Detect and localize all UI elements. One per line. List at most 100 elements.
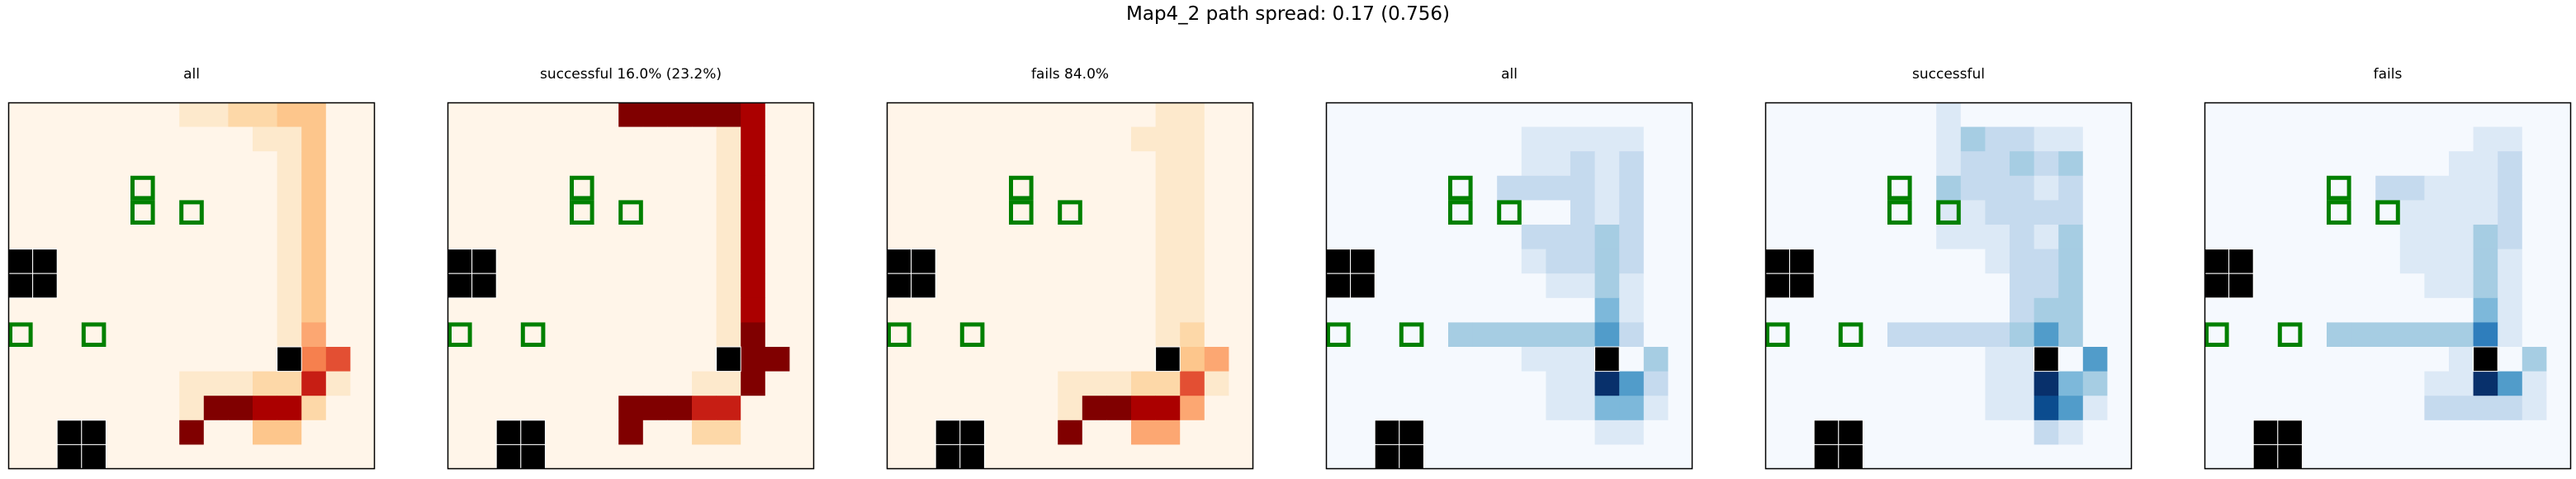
- heatmap-cell: [1155, 249, 1181, 274]
- heatmap-cell: [2034, 200, 2059, 225]
- heatmap-cell: [2449, 347, 2474, 372]
- heatmap-cell: [301, 200, 327, 225]
- heatmap-cell: [1985, 297, 2010, 323]
- heatmap-cell: [1936, 249, 1962, 274]
- heatmap-cell: [1497, 420, 1522, 445]
- heatmap-cell: [154, 297, 180, 323]
- heatmap-cell: [1521, 273, 1546, 299]
- heatmap-cell: [2449, 175, 2474, 201]
- heatmap-cell: [2424, 371, 2450, 396]
- heatmap-cell: [618, 444, 644, 470]
- heatmap-cell: [1668, 200, 1693, 225]
- heatmap-cell: [667, 371, 693, 396]
- heatmap-cell: [1399, 249, 1424, 274]
- heatmap-cell: [1106, 102, 1132, 127]
- heatmap-cell: [1180, 396, 1205, 421]
- heatmap-cell: [1863, 200, 1888, 225]
- heatmap-cell: [1863, 151, 1888, 177]
- heatmap-cell: [887, 102, 912, 127]
- goal-marker: [887, 322, 912, 347]
- heatmap-cell: [350, 371, 376, 396]
- heatmap-cell: [2473, 273, 2498, 299]
- heatmap-cell: [2204, 126, 2229, 152]
- heatmap-cell: [545, 347, 571, 372]
- heatmap-cell: [1082, 347, 1107, 372]
- heatmap-cell: [1009, 396, 1034, 421]
- heatmap-cell: [1106, 444, 1132, 470]
- heatmap-cell: [1911, 322, 1937, 348]
- heatmap-cell: [2375, 102, 2401, 127]
- heatmap-cell: [2399, 102, 2425, 127]
- heatmap-cell: [253, 225, 277, 249]
- heatmap-cell: [1131, 151, 1156, 177]
- heatmap-cell: [2082, 273, 2108, 299]
- heatmap-cell: [1643, 347, 1669, 372]
- panel-title: successful 16.0% (23.2%): [539, 66, 722, 83]
- heatmap-cell: [2107, 371, 2133, 396]
- heatmap-cell: [1204, 126, 1229, 152]
- obstacle-cell: [447, 273, 473, 299]
- heatmap-cell: [32, 102, 58, 127]
- heatmap-cell: [350, 175, 376, 201]
- heatmap-cell: [1619, 297, 1645, 323]
- heatmap-cell: [1033, 347, 1058, 372]
- heatmap-cell: [1229, 347, 1254, 372]
- heatmap-cell: [618, 175, 644, 201]
- heatmap-cell: [520, 151, 546, 177]
- heatmap-cell: [106, 273, 131, 299]
- heatmap-cell: [1960, 322, 1986, 348]
- heatmap-cell: [1326, 175, 1351, 201]
- heatmap-cell: [2498, 225, 2523, 249]
- heatmap-cell: [765, 249, 790, 274]
- heatmap-cell: [1423, 444, 1449, 470]
- heatmap-cell: [545, 322, 571, 348]
- heatmap-cell: [1765, 225, 1790, 249]
- heatmap-cell: [179, 347, 205, 372]
- heatmap-cell: [2498, 322, 2523, 348]
- heatmap-cell: [2399, 371, 2425, 396]
- heatmap-cell: [1789, 102, 1815, 127]
- heatmap-cell: [2228, 297, 2254, 323]
- heatmap-cell: [32, 420, 58, 445]
- heatmap-cell: [2204, 444, 2229, 470]
- heatmap-cell: [228, 225, 253, 249]
- heatmap-cell: [2522, 396, 2547, 421]
- heatmap-cell: [1350, 347, 1376, 372]
- heatmap-cell: [1570, 347, 1595, 372]
- heatmap-cell: [716, 444, 741, 470]
- heatmap-cell: [1204, 102, 1229, 127]
- heatmap-cell: [228, 444, 253, 470]
- obstacle-cell: [716, 346, 741, 372]
- heatmap-cell: [2204, 396, 2229, 421]
- heatmap-cell: [1106, 225, 1132, 249]
- heatmap-cell: [692, 273, 717, 299]
- heatmap-cell: [594, 371, 619, 396]
- heatmap-cell: [1546, 371, 1571, 396]
- heatmap-cell: [57, 249, 83, 274]
- heatmap-cell: [984, 175, 1010, 201]
- heatmap-cell: [1814, 249, 1840, 274]
- heatmap-cell: [984, 200, 1010, 225]
- heatmap-cell: [545, 297, 571, 323]
- heatmap-cell: [1765, 420, 1790, 445]
- heatmap-cell: [2253, 151, 2279, 177]
- heatmap-cell: [1058, 273, 1083, 299]
- heatmap-cell: [618, 273, 644, 299]
- heatmap-cell: [228, 371, 253, 396]
- heatmap-cell: [594, 420, 619, 445]
- heatmap-cell: [2375, 347, 2401, 372]
- heatmap-cell: [520, 126, 546, 152]
- heatmap-cell: [2082, 322, 2108, 348]
- heatmap-cell: [2058, 322, 2084, 348]
- obstacle-cell: [56, 443, 83, 470]
- heatmap-cell: [667, 444, 693, 470]
- heatmap-cell: [1643, 126, 1669, 152]
- heatmap-cell: [1326, 151, 1351, 177]
- heatmap-cell: [2010, 396, 2034, 421]
- obstacle-cell: [911, 273, 936, 299]
- heatmap-cell: [2327, 322, 2351, 348]
- heatmap-cell: [789, 371, 815, 396]
- heatmap-cell: [1106, 420, 1132, 445]
- heatmap-cell: [618, 249, 644, 274]
- heatmap-cell: [667, 200, 693, 225]
